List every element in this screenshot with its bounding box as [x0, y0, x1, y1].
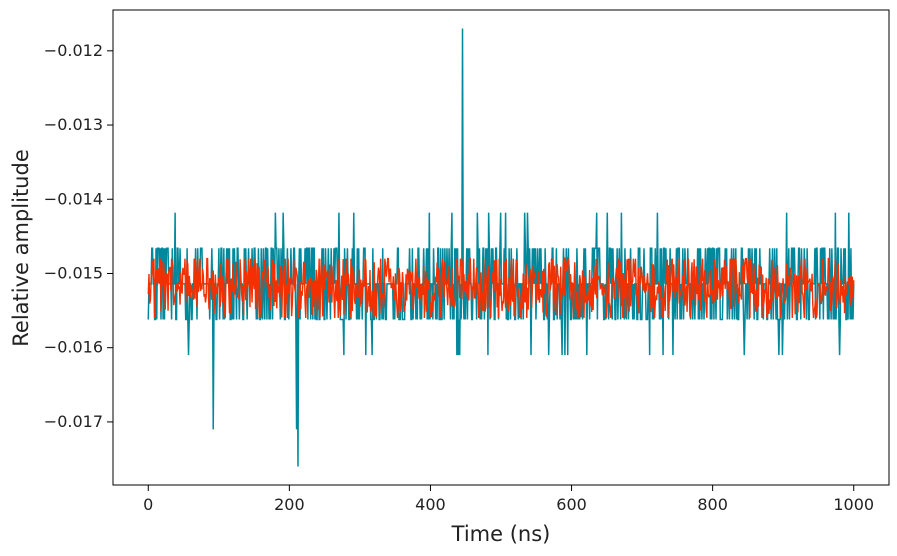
y-tick-label: −0.017 — [44, 412, 103, 431]
x-tick-label: 600 — [556, 495, 587, 514]
y-tick-label: −0.016 — [44, 338, 103, 357]
x-tick-label: 400 — [415, 495, 446, 514]
y-tick-label: −0.014 — [44, 189, 103, 208]
x-tick-label: 1000 — [833, 495, 874, 514]
y-axis-label: Relative amplitude — [9, 149, 33, 346]
y-axis: −0.012 −0.013 −0.014 −0.015 −0.016 −0.017 — [44, 41, 113, 431]
plot-frame — [112, 9, 890, 486]
x-tick-label: 800 — [697, 495, 728, 514]
x-axis: 0 200 400 600 800 1000 — [143, 485, 874, 514]
y-tick-label: −0.012 — [44, 41, 103, 60]
series-line-1 — [147, 28, 855, 467]
x-tick-label: 0 — [143, 495, 153, 514]
x-tick-label: 200 — [274, 495, 305, 514]
series-layer — [147, 28, 855, 467]
x-axis-label: Time (ns) — [451, 522, 551, 546]
y-tick-label: −0.013 — [44, 115, 103, 134]
series-line-2 — [147, 256, 855, 320]
y-tick-label: −0.015 — [44, 263, 103, 282]
